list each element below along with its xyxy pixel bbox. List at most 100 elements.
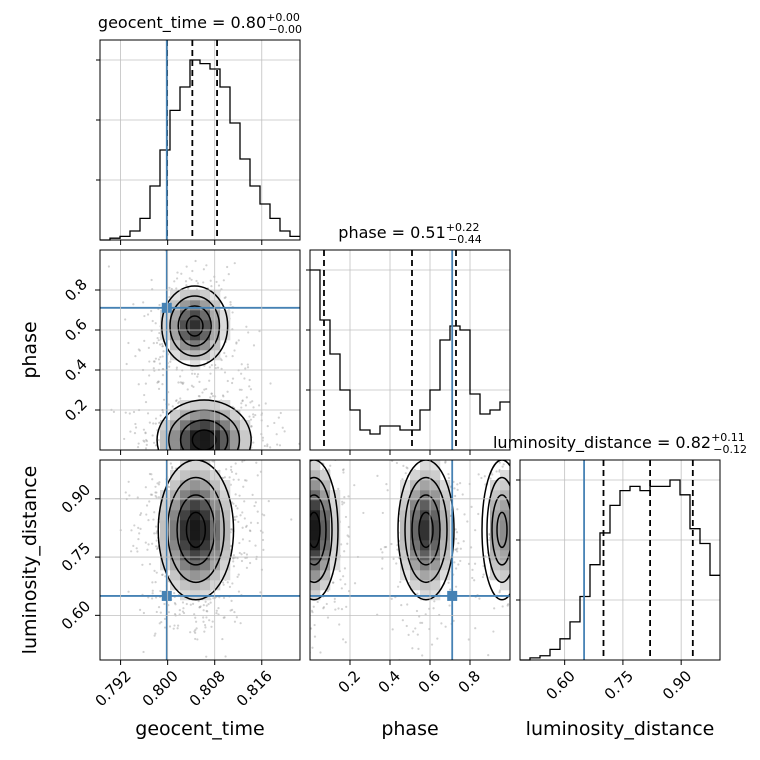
scatter-point (132, 544, 135, 547)
scatter-point (205, 604, 208, 607)
density-cell (160, 320, 171, 331)
scatter-point (333, 597, 336, 600)
scatter-point (159, 414, 162, 417)
density-cell (170, 410, 181, 421)
scatter-point (223, 616, 226, 619)
contour-line (418, 511, 434, 549)
scatter-point (293, 527, 295, 529)
scatter-point (430, 643, 434, 646)
density-cell (200, 480, 211, 491)
contour-line (491, 494, 510, 566)
density-cell (190, 300, 201, 311)
scatter-point (498, 470, 501, 473)
scatter-point (236, 452, 238, 454)
density-cell (160, 490, 171, 501)
density-cell (210, 570, 221, 581)
scatter-point (235, 341, 238, 344)
scatter-point (180, 381, 184, 384)
density-panel-phase-luminosity_distance (275, 431, 529, 660)
scatter-point (282, 612, 284, 614)
scatter-point (470, 505, 473, 508)
density-cell (200, 560, 211, 571)
scatter-point (163, 471, 165, 473)
scatter-point (476, 431, 478, 433)
density-cell (160, 560, 171, 571)
scatter-point (310, 627, 313, 630)
scatter-point (306, 616, 308, 618)
scatter-point (305, 516, 307, 518)
scatter-point (338, 439, 340, 441)
scatter-point (527, 584, 529, 586)
scatter-point (152, 441, 156, 444)
density-cell (500, 470, 510, 481)
scatter-point (455, 537, 458, 540)
density-cell (330, 550, 341, 561)
scatter-point (125, 362, 128, 366)
scatter-point (306, 519, 308, 521)
scatter-point (228, 463, 230, 465)
scatter-point (129, 470, 131, 472)
scatter-point (241, 399, 244, 402)
scatter-point (148, 563, 152, 566)
scatter-point (212, 597, 215, 600)
scatter-point (381, 567, 384, 570)
scatter-point (307, 577, 309, 579)
scatter-point (301, 594, 303, 596)
scatter-point (234, 518, 237, 521)
scatter-point (284, 540, 286, 542)
scatter-point (127, 480, 130, 483)
scatter-point (232, 557, 235, 560)
scatter-point (151, 597, 154, 600)
scatter-point (240, 363, 243, 366)
density-cell (170, 520, 181, 531)
scatter-point (417, 647, 420, 650)
scatter-point (302, 560, 304, 562)
scatter-point (144, 400, 148, 404)
density-cell (180, 490, 191, 501)
scatter-point (233, 516, 236, 519)
density-cell (200, 570, 211, 581)
scatter-point (346, 534, 349, 537)
panel-frame (309, 459, 511, 661)
scatter-point (275, 552, 277, 554)
ylabel-luminosity_distance: luminosity_distance (19, 466, 41, 655)
density-cell (320, 580, 331, 591)
density-cell (160, 430, 171, 441)
scatter-point (307, 598, 309, 600)
scatter-point (161, 355, 164, 358)
density-cell (190, 440, 201, 450)
scatter-point (249, 388, 253, 391)
scatter-point (331, 458, 333, 460)
scatter-point (151, 542, 154, 545)
scatter-point (230, 465, 233, 468)
scatter-point (203, 457, 205, 459)
scatter-point (241, 511, 244, 514)
density-cell (320, 470, 331, 481)
density-cell (190, 570, 201, 581)
scatter-point (142, 650, 145, 654)
density-cell (170, 580, 181, 591)
scatter-point (211, 395, 215, 398)
density-cell (190, 510, 201, 521)
scatter-point (338, 570, 341, 573)
density-cell (170, 470, 181, 481)
scatter-point (280, 541, 282, 543)
scatter-point (412, 630, 415, 633)
scatter-point (175, 399, 178, 402)
scatter-point (231, 311, 234, 314)
scatter-point (292, 573, 294, 575)
scatter-point (511, 586, 513, 588)
density-cell (420, 460, 431, 471)
scatter-point (134, 426, 138, 429)
scatter-point (179, 375, 182, 378)
scatter-point (303, 595, 305, 597)
density-cell (490, 510, 501, 521)
scatter-point (512, 542, 514, 544)
scatter-point (152, 342, 155, 345)
ytick-label-phase: 0.4 (61, 355, 91, 385)
density-cell (240, 420, 251, 431)
scatter-point (176, 271, 179, 274)
scatter-point (514, 647, 516, 649)
scatter-point (266, 425, 269, 428)
scatter-point (281, 426, 284, 429)
